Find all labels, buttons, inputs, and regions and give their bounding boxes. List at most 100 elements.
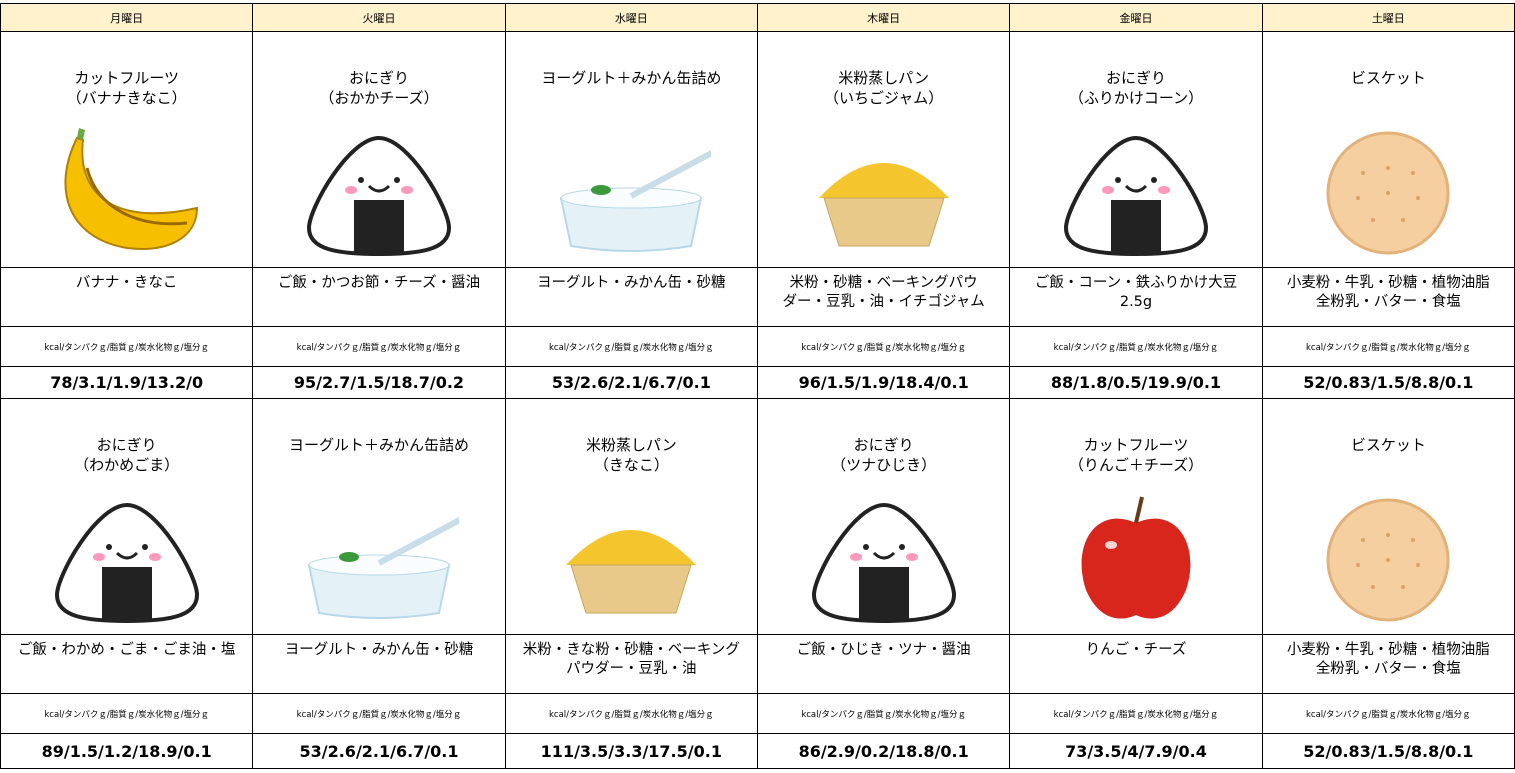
name-line: （きなこ） xyxy=(593,456,669,474)
nutrition-label: kcal/タンパクｇ/脂質ｇ/炭水化物ｇ/塩分ｇ xyxy=(0,326,254,367)
name-line: おにぎり xyxy=(853,436,914,454)
ingredient-line: ヨーグルト・みかん缶・砂糖 xyxy=(284,642,474,658)
ingredient-line: 米粉・砂糖・ベーキングパウ xyxy=(789,275,978,291)
ingredients: ヨーグルト・みかん缶・砂糖 xyxy=(504,267,758,327)
menu-cell: 米粉蒸しパン （きなこ） xyxy=(504,398,758,635)
menu-name: ヨーグルト＋みかん缶詰め xyxy=(506,68,756,88)
menu-name: おにぎり （ふりかけコーン） xyxy=(1011,68,1261,108)
name-line: 米粉蒸しパン xyxy=(585,436,677,454)
nutrition-label: kcal/タンパクｇ/脂質ｇ/炭水化物ｇ/塩分ｇ xyxy=(1009,693,1263,734)
nutrition-label: kcal/タンパクｇ/脂質ｇ/炭水化物ｇ/塩分ｇ xyxy=(756,693,1011,734)
nutrition-label: kcal/タンパクｇ/脂質ｇ/炭水化物ｇ/塩分ｇ xyxy=(252,326,506,367)
menu-name: おにぎり （おかかチーズ） xyxy=(254,68,504,108)
ingredient-line: ご飯・かつお節・チーズ・醤油 xyxy=(277,275,481,291)
nutrition-values: 86/2.9/0.2/18.8/0.1 xyxy=(756,733,1011,769)
food-image xyxy=(1308,495,1468,625)
ingredient-line: 全粉乳・バター・食塩 xyxy=(1315,294,1461,310)
food-image xyxy=(804,128,964,258)
ingredients: 米粉・砂糖・ベーキングパウ ダー・豆乳・油・イチゴジャム xyxy=(756,267,1011,327)
name-line: （バナナきなこ） xyxy=(66,89,187,107)
food-image xyxy=(1056,128,1216,258)
image-row: カットフルーツ （バナナきなこ） おにぎり （おかかチーズ） ヨーグルト＋みかん缶詰め 米… xyxy=(0,31,1515,268)
food-image xyxy=(1056,495,1216,625)
name-line: （りんご＋チーズ） xyxy=(1068,456,1204,474)
menu-cell: おにぎり （わかめごま） xyxy=(0,398,254,635)
menu-cell: おにぎり （ツナひじき） xyxy=(756,398,1011,635)
ingredient-line: ご飯・わかめ・ごま・ごま油・塩 xyxy=(17,642,236,658)
value-row: 78/3.1/1.9/13.2/0 95/2.7/1.5/18.7/0.2 53/2… xyxy=(0,366,1515,399)
ingredient-line: 全粉乳・バター・食塩 xyxy=(1315,661,1461,677)
day-header: 月曜日 xyxy=(0,3,254,32)
value-row: 89/1.5/1.2/18.9/0.1 53/2.6/2.1/6.7/0.1 111… xyxy=(0,733,1515,769)
nutrition-values: 96/1.5/1.9/18.4/0.1 xyxy=(756,366,1011,399)
ingredients: ご飯・わかめ・ごま・ごま油・塩 xyxy=(0,634,254,694)
day-header: 土曜日 xyxy=(1261,3,1515,32)
header-row: 月曜日 火曜日 水曜日 木曜日 金曜日 土曜日 xyxy=(0,3,1515,32)
nutrition-label: kcal/タンパクｇ/脂質ｇ/炭水化物ｇ/塩分ｇ xyxy=(1009,326,1263,367)
page: 月曜日 火曜日 水曜日 木曜日 金曜日 土曜日 カットフルーツ （バナナきなこ） おにぎり （おか… xyxy=(0,3,1515,773)
food-image xyxy=(551,495,711,625)
ingredients-row: ご飯・わかめ・ごま・ごま油・塩 ヨーグルト・みかん缶・砂糖 米粉・きな粉・砂糖・ベー… xyxy=(0,634,1515,694)
name-line: ビスケット xyxy=(1350,436,1426,454)
name-line: おにぎり xyxy=(96,436,157,454)
menu-cell: おにぎり （おかかチーズ） xyxy=(252,31,506,268)
food-image xyxy=(299,128,459,258)
name-line: （ツナひじき） xyxy=(831,456,937,474)
nutrition-label: kcal/タンパクｇ/脂質ｇ/炭水化物ｇ/塩分ｇ xyxy=(1261,693,1515,734)
menu-name: ヨーグルト＋みかん缶詰め xyxy=(254,435,504,455)
day-header: 金曜日 xyxy=(1009,3,1263,32)
menu-name: おにぎり （ツナひじき） xyxy=(758,435,1008,475)
food-image xyxy=(551,128,711,258)
nutrition-values: 73/3.5/4/7.9/0.4 xyxy=(1009,733,1263,769)
nutrition-values: 111/3.5/3.3/17.5/0.1 xyxy=(504,733,758,769)
menu-cell: おにぎり （ふりかけコーン） xyxy=(1009,31,1263,268)
ingredients-row: バナナ・きなこ ご飯・かつお節・チーズ・醤油 ヨーグルト・みかん缶・砂糖 米粉・砂糖・… xyxy=(0,267,1515,327)
snack-menu: 月曜日 火曜日 水曜日 木曜日 金曜日 土曜日 カットフルーツ （バナナきなこ） おにぎり （おか… xyxy=(0,3,1515,769)
day-header: 水曜日 xyxy=(504,3,758,32)
menu-name: おにぎり （わかめごま） xyxy=(2,435,252,475)
name-line: ヨーグルト＋みかん缶詰め xyxy=(288,436,469,454)
image-row: おにぎり （わかめごま） ヨーグルト＋みかん缶詰め 米粉蒸しパン （きなこ） おにぎり （ツ… xyxy=(0,398,1515,635)
name-line: ビスケット xyxy=(1350,69,1426,87)
ingredient-line: 米粉・きな粉・砂糖・ベーキング xyxy=(522,642,740,658)
nutrition-values: 89/1.5/1.2/18.9/0.1 xyxy=(0,733,254,769)
menu-name: ビスケット xyxy=(1263,68,1513,88)
ingredients: りんご・チーズ xyxy=(1009,634,1263,694)
ingredients: バナナ・きなこ xyxy=(0,267,254,327)
ingredient-line: りんご・チーズ xyxy=(1085,642,1187,658)
menu-cell: 米粉蒸しパン （いちごジャム） xyxy=(756,31,1011,268)
ingredient-line: パウダー・豆乳・油 xyxy=(566,661,697,677)
menu-name: カットフルーツ （りんご＋チーズ） xyxy=(1011,435,1261,475)
menu-name: ビスケット xyxy=(1263,435,1513,455)
food-image xyxy=(1308,128,1468,258)
ingredient-line: ダー・豆乳・油・イチゴジャム xyxy=(782,294,985,310)
ingredient-line: 2.5g xyxy=(1119,294,1153,310)
name-line: カットフルーツ xyxy=(74,69,180,87)
nutrition-values: 78/3.1/1.9/13.2/0 xyxy=(0,366,254,399)
name-line: （おかかチーズ） xyxy=(319,89,439,107)
ingredient-line: ご飯・ひじき・ツナ・醤油 xyxy=(796,642,971,658)
label-row: kcal/タンパクｇ/脂質ｇ/炭水化物ｇ/塩分ｇ kcal/タンパクｇ/脂質ｇ/炭… xyxy=(0,693,1515,734)
food-image xyxy=(299,495,459,625)
menu-cell: カットフルーツ （りんご＋チーズ） xyxy=(1009,398,1263,635)
nutrition-label: kcal/タンパクｇ/脂質ｇ/炭水化物ｇ/塩分ｇ xyxy=(0,693,254,734)
ingredients: ご飯・かつお節・チーズ・醤油 xyxy=(252,267,506,327)
nutrition-values: 53/2.6/2.1/6.7/0.1 xyxy=(252,733,506,769)
day-header: 火曜日 xyxy=(252,3,506,32)
name-line: 米粉蒸しパン xyxy=(838,69,930,87)
ingredient-line: ご飯・コーン・鉄ふりかけ大豆 xyxy=(1034,275,1238,291)
label-row: kcal/タンパクｇ/脂質ｇ/炭水化物ｇ/塩分ｇ kcal/タンパクｇ/脂質ｇ/炭… xyxy=(0,326,1515,367)
nutrition-label: kcal/タンパクｇ/脂質ｇ/炭水化物ｇ/塩分ｇ xyxy=(504,326,758,367)
ingredients: 米粉・きな粉・砂糖・ベーキング パウダー・豆乳・油 xyxy=(504,634,758,694)
ingredients: ご飯・コーン・鉄ふりかけ大豆 2.5g xyxy=(1009,267,1263,327)
food-image xyxy=(47,128,207,258)
nutrition-values: 53/2.6/2.1/6.7/0.1 xyxy=(504,366,758,399)
ingredients: ヨーグルト・みかん缶・砂糖 xyxy=(252,634,506,694)
name-line: おにぎり xyxy=(1105,69,1166,87)
day-header: 木曜日 xyxy=(756,3,1011,32)
nutrition-values: 52/0.83/1.5/8.8/0.1 xyxy=(1261,733,1515,769)
menu-cell: カットフルーツ （バナナきなこ） xyxy=(0,31,254,268)
nutrition-label: kcal/タンパクｇ/脂質ｇ/炭水化物ｇ/塩分ｇ xyxy=(756,326,1011,367)
food-image xyxy=(804,495,964,625)
menu-name: 米粉蒸しパン （いちごジャム） xyxy=(758,68,1008,108)
